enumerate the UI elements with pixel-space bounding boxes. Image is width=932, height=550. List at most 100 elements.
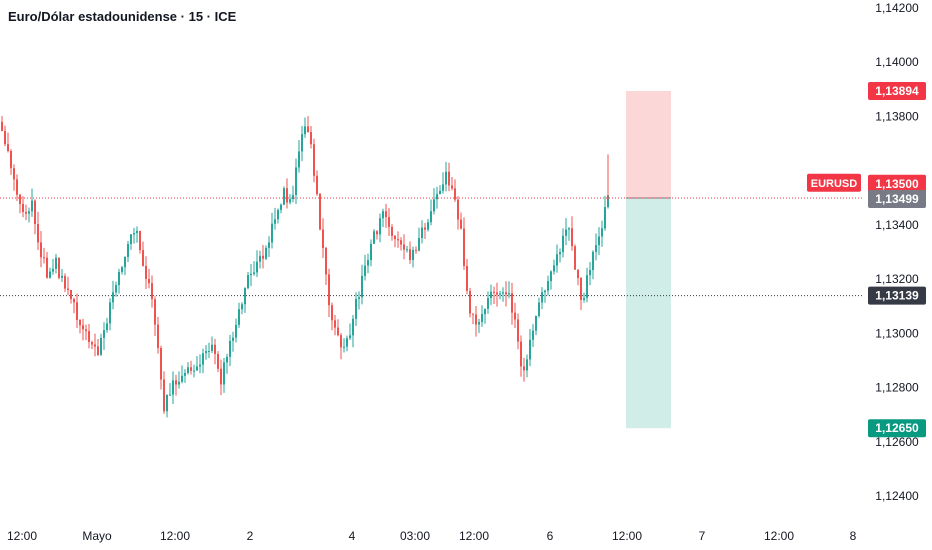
- candle-body: [583, 297, 585, 300]
- candle-body: [574, 246, 576, 270]
- x-tick-label: 2: [247, 529, 254, 543]
- candle-body: [448, 171, 450, 186]
- candle-body: [349, 335, 351, 339]
- candle-body: [310, 132, 312, 145]
- y-tick-label: 1,14200: [875, 1, 919, 15]
- take-profit-zone: [626, 198, 671, 429]
- candle-body: [277, 209, 279, 220]
- candle-body: [244, 287, 246, 305]
- y-tick-label: 1,12600: [875, 435, 919, 449]
- candle-body: [397, 239, 399, 241]
- candle-body: [205, 351, 207, 354]
- candle-body: [307, 126, 309, 133]
- candle-body: [109, 302, 111, 324]
- reference-line-badge-bg: [868, 286, 926, 305]
- candle-body: [46, 257, 48, 278]
- candle-body: [463, 228, 465, 266]
- candle-body: [604, 207, 606, 229]
- y-tick-label: 1,12400: [875, 489, 919, 503]
- candle-body: [304, 126, 306, 135]
- candle-body: [82, 325, 84, 330]
- candle-body: [505, 292, 507, 295]
- candle-body: [190, 367, 192, 371]
- candle-body: [337, 327, 339, 336]
- candle-body: [256, 261, 258, 273]
- current-line-badge-text: 1,13499: [875, 192, 919, 206]
- candle-body: [259, 255, 261, 262]
- candle-body: [550, 271, 552, 282]
- x-tick-label: 7: [699, 529, 706, 543]
- candle-body: [193, 370, 195, 372]
- chart-title: Euro/Dólar estadounidense · 15 · ICE: [8, 9, 237, 24]
- candle-body: [472, 313, 474, 315]
- candle-body: [367, 260, 369, 266]
- candle-body: [433, 199, 435, 212]
- candle-body: [358, 297, 360, 299]
- candle-body: [55, 257, 57, 269]
- x-tick-label: 12:00: [459, 529, 489, 543]
- candle-body: [49, 271, 51, 278]
- price-axis[interactable]: 1,14200 1,14000 1,13800 1,13400 1,13200 1,130…: [875, 1, 919, 503]
- candle-body: [436, 194, 438, 200]
- candle-body: [67, 288, 69, 291]
- candle-body: [175, 380, 177, 385]
- candle-body: [418, 238, 420, 251]
- candle-body: [253, 272, 255, 274]
- y-tick-label: 1,13800: [875, 109, 919, 123]
- candle-body: [91, 342, 93, 345]
- candle-body: [115, 285, 117, 293]
- time-axis[interactable]: 12:00 Mayo 12:00 2 4 03:00 12:00 6 12:00 7 12:00 8: [7, 529, 857, 543]
- candle-body: [79, 319, 81, 326]
- candle-body: [409, 249, 411, 261]
- candle-body: [403, 244, 405, 250]
- candle-body: [43, 257, 45, 259]
- candle-body: [370, 243, 372, 261]
- candle-body: [535, 315, 537, 331]
- candle-body: [457, 199, 459, 220]
- candle-body: [499, 293, 501, 295]
- candle-body: [295, 167, 297, 195]
- candle-body: [232, 337, 234, 341]
- candle-body: [94, 344, 96, 347]
- candle-body: [73, 299, 75, 303]
- candle-body: [520, 341, 522, 367]
- candle-body: [334, 320, 336, 328]
- candle-body: [493, 291, 495, 293]
- candle-body: [7, 144, 9, 151]
- candle-body: [286, 188, 288, 203]
- x-tick-label: Mayo: [82, 529, 112, 543]
- reference-line-badge-text: 1,13139: [875, 289, 919, 303]
- x-tick-label: 6: [547, 529, 554, 543]
- candle-body: [268, 242, 270, 248]
- candle-body: [424, 227, 426, 230]
- candle-body: [571, 228, 573, 247]
- candle-body: [598, 236, 600, 246]
- candle-body: [217, 354, 219, 369]
- candle-body: [412, 249, 414, 261]
- candle-body: [394, 235, 396, 240]
- candle-body: [373, 231, 375, 244]
- candle-body: [229, 340, 231, 357]
- candle-body: [607, 195, 609, 208]
- price-badges: 1,138941,1350005:051,134991,131391,12650…: [807, 81, 926, 438]
- candle-body: [16, 179, 18, 195]
- candle-body: [211, 344, 213, 351]
- candle-body: [163, 379, 165, 412]
- candle-body: [313, 144, 315, 176]
- candle-body: [532, 330, 534, 340]
- candle-body: [196, 366, 198, 371]
- candle-body: [442, 184, 444, 191]
- candle-body: [160, 347, 162, 380]
- candle-body: [376, 231, 378, 235]
- symbol-badge-text: EURUSD: [811, 178, 858, 190]
- candle-body: [151, 283, 153, 300]
- candle-body: [475, 314, 477, 325]
- target-price-badge-text: 1,12650: [875, 421, 919, 435]
- candle-body: [385, 211, 387, 218]
- candle-body: [22, 203, 24, 212]
- candle-body: [427, 222, 429, 230]
- candle-body: [103, 330, 105, 338]
- target-price-badge-bg: [868, 419, 926, 438]
- candlestick-series: [1, 116, 609, 418]
